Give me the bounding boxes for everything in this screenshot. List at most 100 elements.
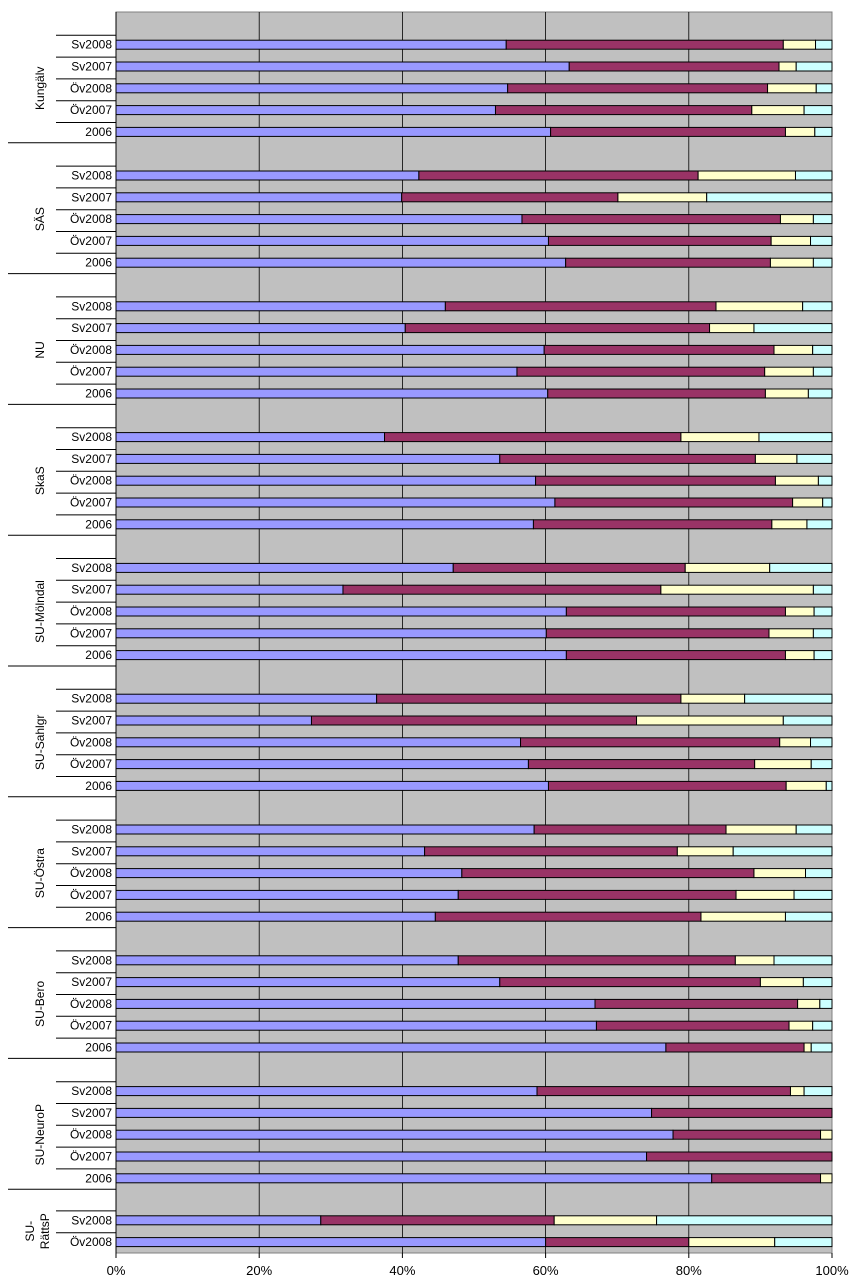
bar-segment: [115, 105, 496, 116]
bar-segment: [769, 562, 833, 573]
bar-segment: [494, 105, 753, 116]
bar-label: Sv2007: [71, 321, 112, 335]
bar-segment: [805, 868, 833, 879]
bar-segment: [115, 497, 556, 508]
bar-label: Sv2008: [71, 38, 112, 52]
bar-segment: [795, 824, 833, 835]
bar-segment: [115, 126, 552, 137]
bar-segment: [753, 868, 807, 879]
bar-segment: [115, 1215, 322, 1226]
bar-label: Öv2007: [70, 1150, 112, 1164]
bar-segment: [516, 366, 766, 377]
bar-segment: [773, 955, 833, 966]
bar-label: Öv2008: [70, 735, 112, 749]
bar-segment: [744, 693, 833, 704]
bar-label: Öv2008: [70, 997, 112, 1011]
bar-segment: [550, 126, 786, 137]
bar-segment: [499, 453, 756, 464]
bar-segment: [822, 497, 833, 508]
bar-segment: [115, 39, 507, 50]
bar-segment: [758, 432, 833, 443]
bar-label: Öv2008: [70, 1235, 112, 1249]
bar-segment: [457, 889, 737, 900]
bar-segment: [342, 584, 662, 595]
bar-segment: [115, 170, 420, 181]
bar-label: Sv2007: [71, 583, 112, 597]
bar-label: Öv2007: [70, 757, 112, 771]
bar-segment: [768, 628, 814, 639]
bar-segment: [376, 693, 682, 704]
bar-segment: [771, 519, 808, 530]
bar-segment: [764, 366, 814, 377]
bar-label: Öv2008: [70, 212, 112, 226]
bar-label: Öv2008: [70, 605, 112, 619]
bar-segment: [784, 126, 816, 137]
bar-segment: [115, 61, 570, 72]
bar-segment: [115, 301, 446, 312]
bar-segment: [115, 846, 426, 857]
bar-segment: [527, 759, 756, 770]
bar-segment: [115, 1151, 648, 1162]
bar-label: Sv2007: [71, 452, 112, 466]
bar-segment: [115, 344, 545, 355]
bar-label: Öv2007: [70, 888, 112, 902]
bar-segment: [115, 235, 549, 246]
bar-segment: [521, 214, 781, 225]
bar-segment: [533, 824, 727, 835]
bar-segment: [115, 606, 567, 617]
bar-segment: [404, 323, 711, 334]
bar-label: Sv2007: [71, 975, 112, 989]
bar-segment: [812, 584, 833, 595]
group-label: SÄS: [33, 207, 47, 231]
bar-segment: [770, 235, 812, 246]
bar-segment: [115, 519, 534, 530]
bar-segment: [810, 759, 833, 770]
bar-label: 2006: [85, 1041, 112, 1055]
bar-label: Sv2007: [71, 844, 112, 858]
bar-segment: [434, 911, 702, 922]
bar-segment: [547, 780, 787, 791]
bar-segment: [535, 475, 776, 486]
bar-segment: [660, 584, 814, 595]
bar-segment: [697, 170, 796, 181]
bar-label: 2006: [85, 779, 112, 793]
bar-segment: [782, 39, 817, 50]
bar-segment: [706, 192, 833, 203]
bar-label: 2006: [85, 1171, 112, 1185]
bar-segment: [115, 693, 378, 704]
bar-segment: [115, 388, 549, 399]
bar-segment: [547, 235, 772, 246]
bar-segment: [812, 214, 833, 225]
bar-label: Öv2008: [70, 81, 112, 95]
bar-segment: [565, 650, 786, 661]
bar-segment: [672, 1129, 822, 1140]
bar-segment: [784, 911, 833, 922]
bar-segment: [310, 715, 638, 726]
bar-segment: [684, 562, 771, 573]
bar-segment: [751, 105, 805, 116]
bar-segment: [115, 1129, 674, 1140]
bar-segment: [774, 475, 819, 486]
bar-segment: [115, 562, 454, 573]
bar-segment: [594, 998, 799, 1009]
group-label-line: SU-: [23, 1221, 37, 1242]
x-tick-label: 40%: [389, 1263, 415, 1278]
bar-segment: [782, 715, 833, 726]
bar-segment: [320, 1215, 555, 1226]
bar-segment: [820, 1129, 833, 1140]
bar-segment: [810, 235, 833, 246]
bar-segment: [803, 105, 833, 116]
bar-segment: [796, 453, 833, 464]
bar-label: Öv2007: [70, 234, 112, 248]
group-label: SU-Mölndal: [33, 580, 47, 643]
bar-segment: [595, 1020, 790, 1031]
bar-segment: [115, 628, 547, 639]
bar-segment: [732, 846, 833, 857]
bar-segment: [680, 432, 760, 443]
group-label: SU-Östra: [33, 848, 47, 898]
group-label: SkaS: [33, 466, 47, 495]
bar-segment: [803, 1042, 812, 1053]
bar-segment: [444, 301, 717, 312]
bar-segment: [115, 257, 567, 268]
